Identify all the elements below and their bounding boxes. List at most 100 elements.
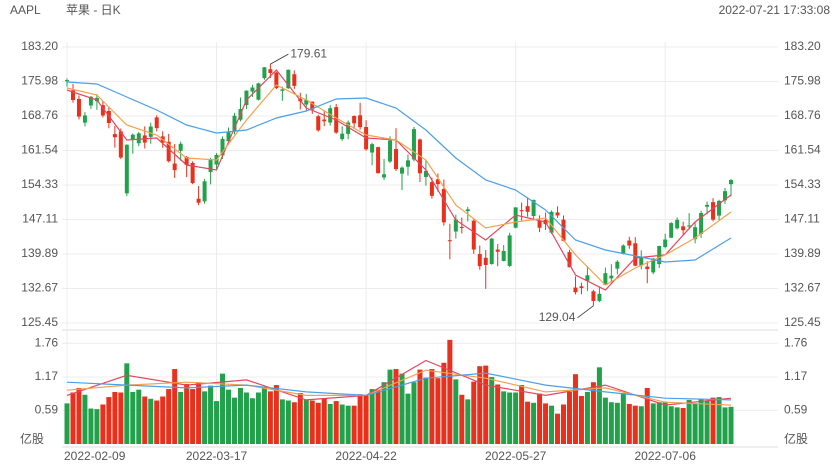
y-tick-label: 183.20 (21, 39, 58, 53)
volume-bar (345, 405, 351, 444)
volume-bar (662, 401, 668, 444)
candle-body (549, 211, 554, 233)
volume-bar (417, 369, 423, 444)
volume-bar (728, 406, 734, 444)
candle-body (304, 99, 309, 105)
candle-body (429, 182, 434, 196)
candle-body (399, 167, 404, 174)
volume-bar (638, 406, 644, 444)
volume-bar (303, 399, 309, 444)
volume-bar (154, 400, 160, 444)
volume-bar (710, 397, 716, 444)
volume-unit-left: 亿股 (20, 431, 44, 446)
candle-body (262, 67, 267, 79)
y-tick-label-right: 183.20 (784, 39, 821, 53)
volume-tick-label: 1.76 (35, 335, 59, 349)
volume-bar (620, 393, 626, 444)
candle-body (112, 134, 117, 138)
candle-body (388, 140, 393, 162)
volume-bar (549, 405, 555, 444)
volume-bar (82, 394, 88, 444)
y-tick-label-right: 175.98 (784, 74, 821, 88)
volume-bar (513, 392, 519, 444)
candle-body (328, 108, 333, 123)
volume-bar (441, 362, 447, 444)
volume-bar (632, 405, 638, 444)
candle-body (268, 69, 273, 73)
volume-bar (94, 409, 100, 444)
moving-average (66, 84, 732, 286)
volume-bar (543, 403, 549, 444)
candle-body (693, 227, 698, 240)
candle-body (286, 69, 291, 89)
volume-bar (261, 386, 267, 444)
volume-bar (381, 382, 387, 444)
volume-bar (148, 398, 154, 444)
candle-body (531, 199, 536, 217)
moving-average (66, 359, 732, 406)
volume-bar (650, 403, 656, 444)
volume-bar (267, 391, 273, 444)
volume-bar (321, 398, 327, 444)
volume-bar (393, 369, 399, 444)
volume-bar (561, 404, 567, 444)
volume-tick-label-right: 1.17 (784, 369, 808, 383)
volume-bar (327, 403, 333, 444)
candle-body (675, 219, 680, 229)
volume-bar (76, 387, 82, 444)
volume-bar (668, 406, 674, 444)
volume-bar (160, 396, 166, 444)
candle-body (196, 198, 201, 203)
candle-body (681, 226, 686, 231)
candle-body (136, 133, 141, 144)
candle-body (501, 250, 506, 261)
volume-bar (70, 392, 76, 444)
candle-body (280, 89, 285, 91)
candle-body (76, 98, 81, 117)
candle-body (609, 275, 614, 279)
y-tick-label-right: 147.11 (784, 212, 820, 226)
candle-body (483, 257, 488, 265)
candle-body (477, 254, 482, 267)
candle-body (352, 116, 357, 124)
candle-body (184, 156, 189, 165)
candle-body (567, 252, 572, 268)
volume-bar (531, 402, 537, 444)
candle-body (202, 181, 207, 202)
volume-bar (297, 393, 303, 444)
volume-bar (435, 378, 441, 444)
moving-average (66, 81, 732, 263)
candle-body (70, 90, 75, 100)
volume-bar (596, 367, 602, 444)
volume-bar (387, 369, 393, 444)
volume-tick-label-right: 1.76 (784, 335, 808, 349)
volume-bar (309, 400, 315, 444)
volume-bar (333, 401, 339, 444)
candle-body (88, 96, 93, 106)
moving-average (66, 372, 732, 401)
volume-bar (429, 369, 435, 444)
candle-body (699, 212, 704, 234)
volume-bar (249, 398, 255, 444)
volume-bar (644, 387, 650, 444)
volume-bar (255, 392, 261, 444)
candle-body (376, 147, 381, 174)
volume-bar (722, 407, 728, 444)
timestamp: 2022-07-21 17:33:08 (719, 3, 831, 17)
annotation-line (577, 305, 594, 319)
volume-bar (704, 400, 710, 444)
x-tick-label: 2022-05-27 (485, 449, 547, 463)
volume-bar (489, 377, 495, 444)
candle-body (322, 119, 327, 122)
y-tick-label: 147.11 (22, 212, 58, 226)
volume-bar (88, 408, 94, 444)
volume-bar (447, 339, 453, 444)
volume-bar (220, 373, 226, 444)
candle-body (358, 115, 363, 128)
volume-bar (507, 392, 513, 444)
symbol: AAPL (10, 3, 41, 17)
volume-bar (686, 399, 692, 444)
candle-body (597, 293, 602, 301)
y-tick-label: 132.67 (21, 281, 58, 295)
